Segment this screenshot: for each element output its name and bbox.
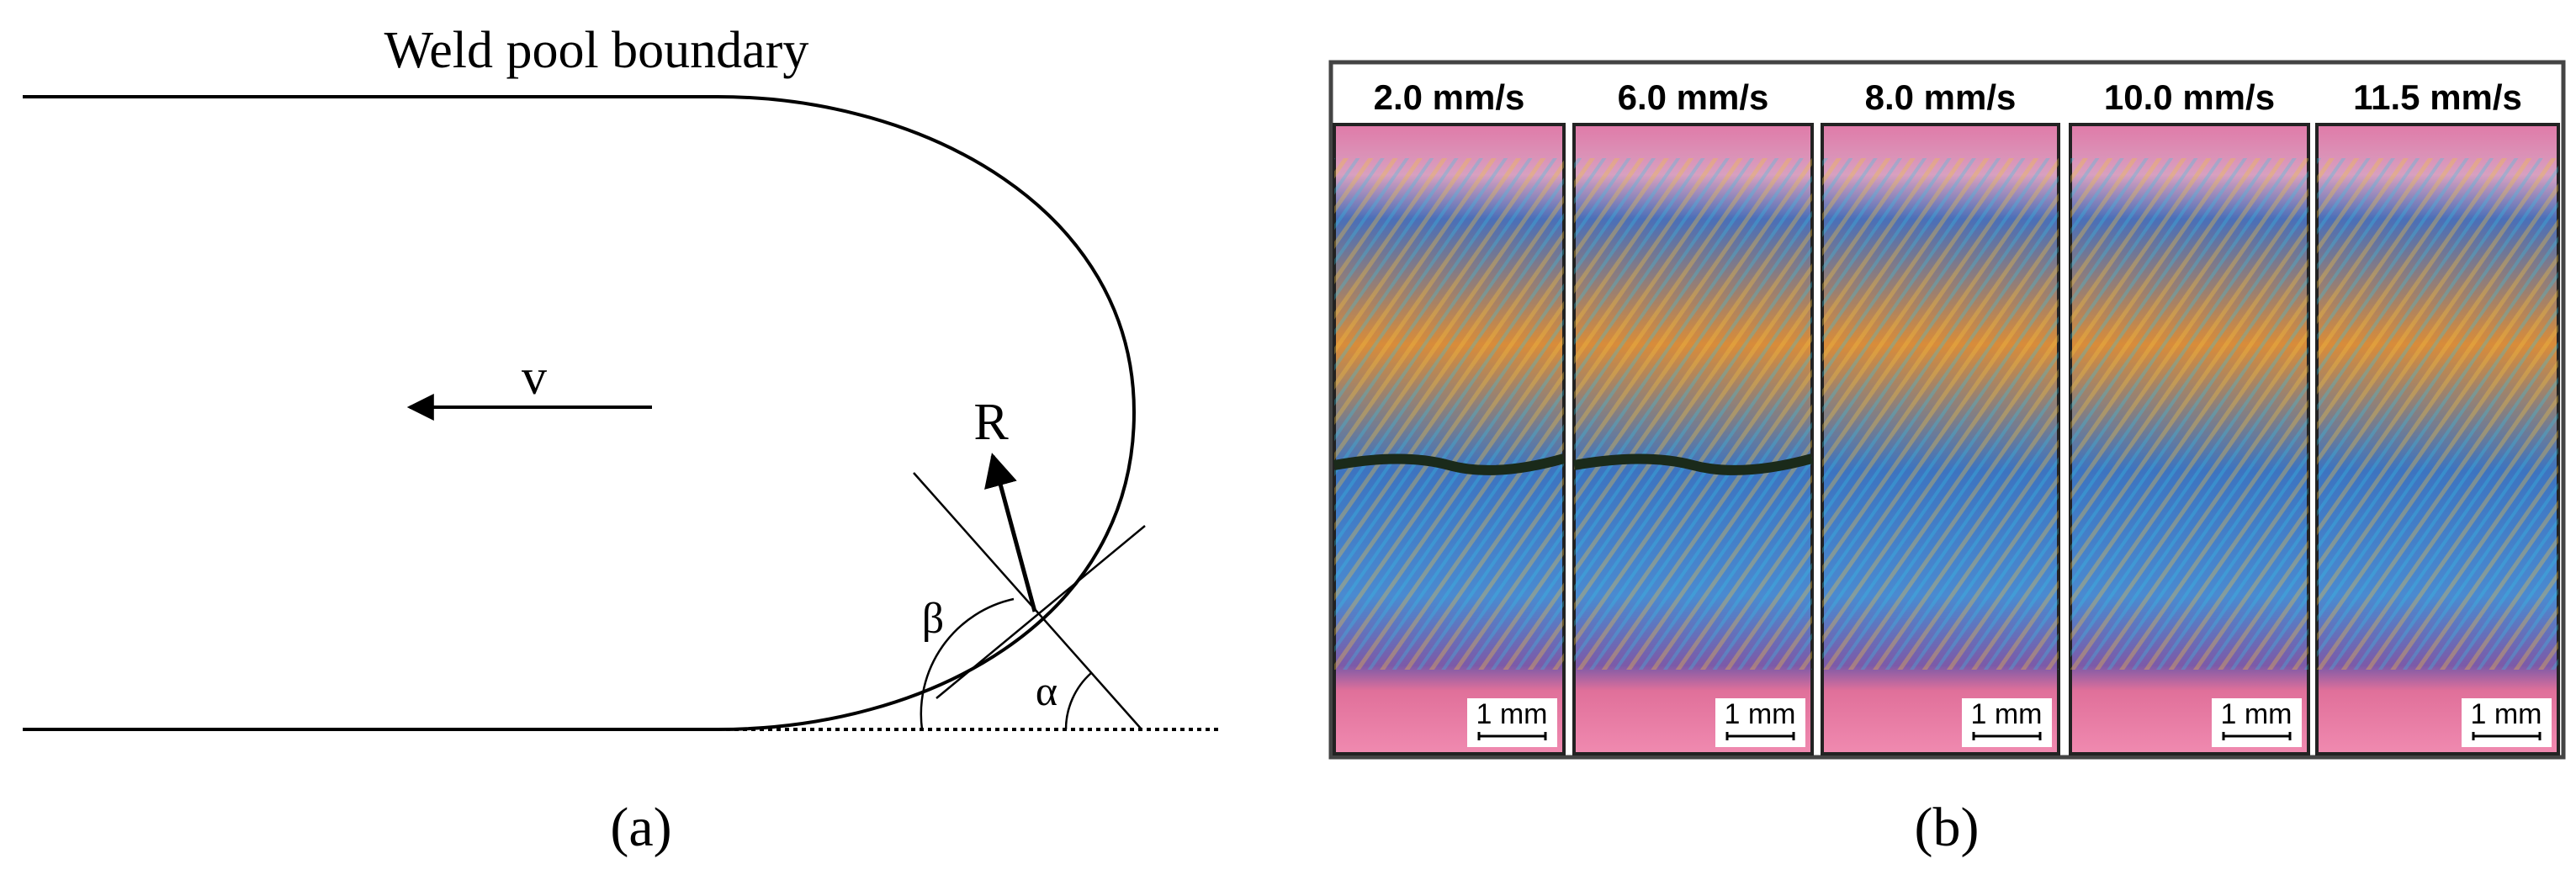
panel-b: (b) 2.0 mm/s 1 mm 6.0 mm/s 1 mm 8.0 mm/s 1 mm…	[1328, 60, 2566, 858]
weld-pool-boundary	[23, 95, 1137, 731]
speed-label: 6.0 mm/s	[1618, 77, 1769, 117]
crack	[1572, 453, 1814, 475]
alpha-label: α	[1036, 667, 1057, 714]
scale-bar-label: 1 mm	[1971, 698, 2043, 730]
velocity-label: v	[522, 349, 547, 405]
scale-bar-box	[1467, 698, 1557, 747]
scale-bar-box	[2462, 698, 2552, 747]
micrograph-texture	[2317, 158, 2558, 670]
scale-bar-box	[1962, 698, 2052, 747]
speed-label: 8.0 mm/s	[1865, 77, 2017, 117]
scale-bar	[1725, 732, 1795, 740]
panel-b-caption: (b)	[1915, 797, 1980, 858]
scale-bar	[2222, 732, 2292, 740]
micrograph-texture	[1822, 158, 2059, 670]
speed-label: 10.0 mm/s	[2104, 77, 2275, 117]
scale-bar-box	[2212, 698, 2302, 747]
panel-a: Weld pool boundary v R β α (a)	[23, 22, 1218, 858]
panel-a-title: Weld pool boundary	[384, 22, 809, 79]
micrograph-texture	[1574, 158, 1812, 670]
speed-label: 11.5 mm/s	[2353, 77, 2522, 117]
tangent-line	[936, 525, 1146, 699]
speed-label: 2.0 mm/s	[1374, 77, 1525, 117]
panel-a-caption: (a)	[610, 797, 671, 858]
scale-bar-label: 1 mm	[2471, 698, 2542, 730]
scale-bar-box	[1715, 698, 1805, 747]
beta-arc	[920, 597, 1015, 730]
beta-label: β	[922, 595, 944, 643]
normal-line	[913, 472, 1142, 730]
radius-arrow	[984, 453, 1037, 612]
alpha-arc	[1064, 672, 1092, 730]
scale-bar-label: 1 mm	[1476, 698, 1548, 730]
scale-bar	[2472, 732, 2542, 740]
scale-bar	[1477, 732, 1547, 740]
micrograph-texture	[2070, 158, 2308, 670]
scale-bar	[1972, 732, 2042, 740]
micrograph-texture	[1334, 158, 1564, 670]
crack	[1333, 453, 1566, 475]
scale-bar-label: 1 mm	[2221, 698, 2292, 730]
scale-bar-label: 1 mm	[1725, 698, 1796, 730]
radius-label: R	[973, 394, 1009, 451]
